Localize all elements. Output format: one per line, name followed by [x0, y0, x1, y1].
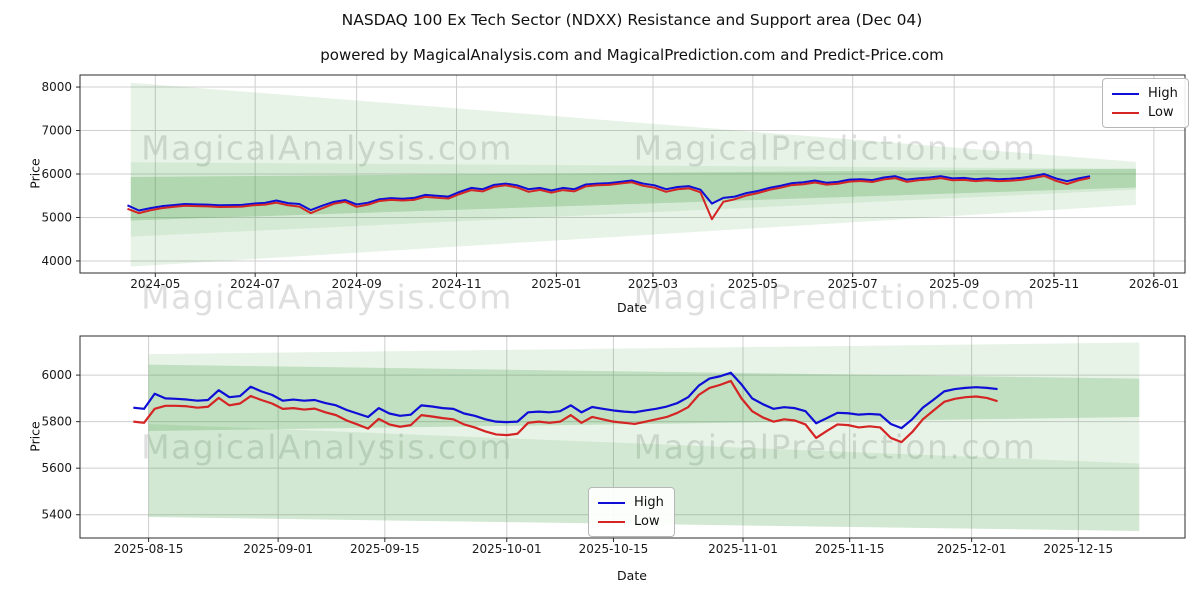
legend-label-high: High — [1148, 86, 1178, 101]
legend-item-high: High — [1112, 84, 1178, 103]
x-tick-label: 2024-09 — [332, 277, 382, 291]
x-tick-label: 2025-10-15 — [579, 542, 649, 556]
x-axis-label-top: Date — [617, 300, 647, 315]
watermark-text: MagicalAnalysis.com — [141, 427, 513, 467]
high-line-swatch — [1112, 92, 1139, 95]
legend-label-low: Low — [1148, 105, 1174, 120]
subplot-0: 2024-05 2024-07 2024-09 2024-11 2025-01 2025-… — [41, 74, 1186, 291]
support-resistance-band — [130, 168, 1136, 221]
watermark-text: MagicalAnalysis.com — [141, 128, 513, 168]
support-resistance-band — [148, 423, 1140, 532]
legend-bottom-chart: High Low — [588, 487, 675, 537]
subplot-1: 2025-08-15 2025-09-01 2025-09-15 2025-10-01… — [41, 335, 1186, 556]
page-title: NASDAQ 100 Ex Tech Sector (NDXX) Resista… — [341, 11, 923, 29]
x-tick-label: 2025-09-15 — [350, 542, 420, 556]
legend-item-low: Low — [1112, 103, 1178, 122]
watermark-text: MagicalPrediction.com — [633, 128, 1037, 168]
x-tick-label: 2025-01 — [531, 277, 581, 291]
high-line — [127, 173, 1091, 212]
low-line — [127, 174, 1091, 221]
y-tick-label: 4000 — [41, 254, 72, 268]
y-axis-label-top: Price — [27, 158, 43, 189]
watermark-text: MagicalAnalysis.com — [141, 277, 513, 317]
high-line-swatch — [598, 501, 625, 504]
low-line-swatch — [598, 520, 625, 523]
x-tick-label: 2025-12-01 — [937, 542, 1007, 556]
legend-item-low: Low — [598, 512, 664, 531]
low-line-swatch — [1112, 111, 1139, 114]
y-tick-label: 5000 — [41, 210, 72, 224]
x-tick-label: 2026-01 — [1129, 277, 1179, 291]
y-tick-label: 6000 — [41, 368, 72, 382]
high-line — [133, 371, 998, 430]
x-tick-label: 2024-07 — [230, 277, 280, 291]
y-tick-label: 6000 — [41, 167, 72, 181]
x-tick-label: 2025-07 — [828, 277, 878, 291]
y-tick-label: 8000 — [41, 80, 72, 94]
x-tick-label: 2025-09-01 — [243, 542, 313, 556]
legend-label-low: Low — [634, 514, 660, 529]
support-resistance-band — [148, 342, 1140, 532]
x-tick-label: 2025-03 — [628, 277, 678, 291]
x-tick-label: 2025-11 — [1029, 277, 1079, 291]
y-tick-label: 5600 — [41, 461, 72, 475]
x-tick-label: 2024-05 — [130, 277, 180, 291]
y-tick-label: 5400 — [41, 508, 72, 522]
x-tick-label: 2025-09 — [929, 277, 979, 291]
axes-frame — [79, 335, 1186, 539]
watermark-text: MagicalPrediction.com — [633, 427, 1037, 467]
legend-item-high: High — [598, 493, 664, 512]
low-line — [133, 379, 998, 444]
legend-label-high: High — [634, 495, 664, 510]
x-axis-label-bottom: Date — [617, 568, 647, 583]
watermark-text: MagicalPrediction.com — [633, 277, 1037, 317]
x-tick-label: 2025-10-01 — [472, 542, 542, 556]
page-subtitle: powered by MagicalAnalysis.com and Magic… — [320, 46, 944, 64]
support-resistance-band — [130, 82, 1136, 267]
x-tick-label: 2025-12-15 — [1043, 542, 1113, 556]
legend-top-chart: High Low — [1102, 78, 1189, 128]
x-tick-label: 2025-08-15 — [114, 542, 184, 556]
y-tick-label: 7000 — [41, 124, 72, 138]
y-axis-label-bottom: Price — [27, 421, 43, 452]
support-resistance-band — [130, 162, 1136, 237]
y-tick-label: 5800 — [41, 415, 72, 429]
x-tick-label: 2025-05 — [728, 277, 778, 291]
x-tick-label: 2025-11-01 — [708, 542, 778, 556]
x-tick-label: 2025-11-15 — [815, 542, 885, 556]
x-tick-label: 2024-11 — [431, 277, 481, 291]
